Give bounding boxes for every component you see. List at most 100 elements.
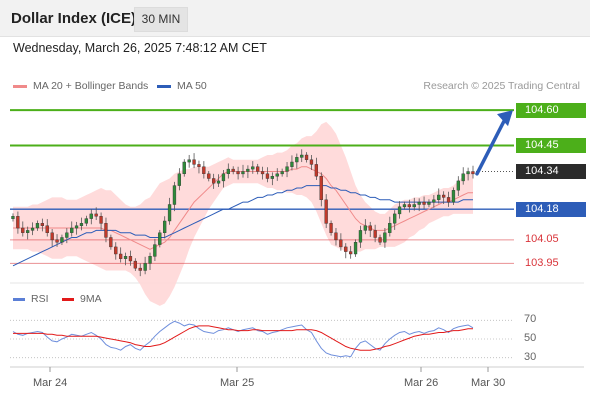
candle-body-0 (11, 216, 15, 219)
candle-body-41 (211, 178, 216, 184)
candle-body-45 (231, 168, 235, 172)
candle-body-69 (349, 251, 353, 255)
candle-body-20 (109, 237, 113, 248)
candle-body-71 (358, 230, 363, 243)
rsi-tick-label-2: 30 (524, 350, 537, 363)
candle-body-21 (114, 246, 118, 255)
copyright: Research © 2025 Trading Central (423, 80, 580, 92)
candle-body-52 (265, 173, 270, 179)
candle-body-3 (26, 230, 30, 233)
rsi-swatch (13, 297, 25, 301)
instrument-title: Dollar Index (ICE) (11, 10, 137, 27)
candle-body-30 (158, 232, 162, 245)
candle-body-4 (30, 227, 35, 231)
candle-body-15 (84, 218, 89, 224)
candle-body-6 (40, 223, 45, 226)
candle-body-94 (471, 171, 475, 175)
forecast-arrow-shaft (475, 117, 507, 176)
bollinger-band (13, 121, 473, 306)
candle-body-85 (427, 201, 431, 205)
candle-body-42 (216, 180, 221, 184)
candle-body-63 (319, 175, 323, 200)
candle-body-56 (285, 166, 289, 172)
candle-body-37 (192, 159, 196, 165)
candle-body-88 (442, 194, 446, 198)
legend-rsi-label: RSI (31, 293, 49, 305)
candle-body-11 (65, 232, 69, 238)
candle-body-23 (123, 256, 128, 259)
timeframe-badge[interactable]: 30 MIN (134, 7, 188, 32)
candle-body-70 (353, 241, 358, 255)
rsi-ma9-line (13, 325, 473, 351)
candle-body-7 (45, 225, 49, 233)
candle-body-27 (143, 263, 147, 271)
candle-body-18 (99, 216, 103, 224)
timestamp: Wednesday, March 26, 2025 7:48:12 AM CET (13, 41, 267, 55)
candle-body-65 (329, 223, 333, 233)
candle-body-81 (407, 204, 411, 208)
level-label-support-4: 104.05 (525, 233, 559, 246)
candle-body-79 (397, 206, 402, 215)
level-label-resistance-1: 104.45 (516, 138, 586, 154)
candle-body-29 (153, 244, 157, 257)
forecast-arrow-head (497, 110, 513, 127)
candle-body-48 (246, 168, 250, 172)
candle-body-1 (16, 216, 20, 229)
candle-body-76 (383, 232, 387, 243)
legend-rsi: RSI (13, 293, 49, 305)
candle-body-25 (133, 260, 137, 269)
rsi-line (12, 320, 474, 358)
candle-body-67 (339, 239, 343, 248)
candle-body-38 (197, 164, 201, 167)
candle-body-2 (21, 227, 25, 233)
candle-body-93 (466, 171, 470, 175)
candle-body-13 (74, 225, 79, 229)
candle-body-87 (437, 194, 441, 200)
candle-body-66 (334, 232, 338, 241)
candle-body-44 (226, 168, 230, 175)
ma50-swatch (157, 84, 171, 88)
candle-body-83 (417, 201, 421, 205)
candle-body-78 (393, 213, 397, 224)
candle-body-31 (162, 220, 167, 234)
candle-body-57 (290, 161, 294, 167)
candle-body-50 (256, 166, 260, 172)
level-label-resistance-0: 104.60 (516, 102, 586, 118)
candle-body-68 (344, 246, 348, 252)
level-label-last-2: 104.34 (516, 163, 586, 179)
legend-ma9: 9MA (62, 293, 102, 305)
candle-body-55 (280, 171, 284, 175)
x-tick-label-2: Mar 26 (404, 377, 439, 389)
candle-body-39 (202, 166, 206, 174)
candle-body-62 (314, 164, 318, 177)
candle-body-73 (368, 225, 372, 231)
ma50-line (12, 185, 473, 267)
legend-ma20-label: MA 20 + Bollinger Bands (33, 80, 149, 92)
candle-body-72 (363, 225, 367, 231)
candle-body-86 (432, 199, 436, 203)
candle-body-61 (309, 159, 314, 165)
candle-body-53 (270, 175, 274, 179)
candle-body-17 (94, 213, 98, 217)
candle-body-33 (172, 185, 177, 205)
candle-body-60 (304, 154, 309, 160)
candle-body-46 (236, 171, 240, 175)
rsi-tick-label-0: 70 (524, 313, 537, 326)
legend-ma50-label: MA 50 (177, 80, 207, 92)
candle-body-32 (167, 204, 172, 222)
x-tick-label-0: Mar 24 (33, 377, 68, 389)
legend-ma20: MA 20 + Bollinger Bands (13, 80, 148, 92)
candle-body-91 (456, 180, 460, 191)
x-tick-label-1: Mar 25 (220, 377, 255, 389)
candle-body-47 (241, 171, 245, 175)
candle-body-8 (50, 232, 54, 241)
candle-body-16 (89, 213, 93, 219)
candle-body-90 (451, 190, 456, 203)
candle-body-24 (128, 256, 133, 262)
candle-body-5 (35, 223, 40, 229)
candle-body-10 (60, 237, 64, 243)
level-label-support-5: 103.95 (525, 256, 559, 269)
candle-body-34 (177, 173, 181, 186)
candle-body-59 (300, 154, 304, 158)
